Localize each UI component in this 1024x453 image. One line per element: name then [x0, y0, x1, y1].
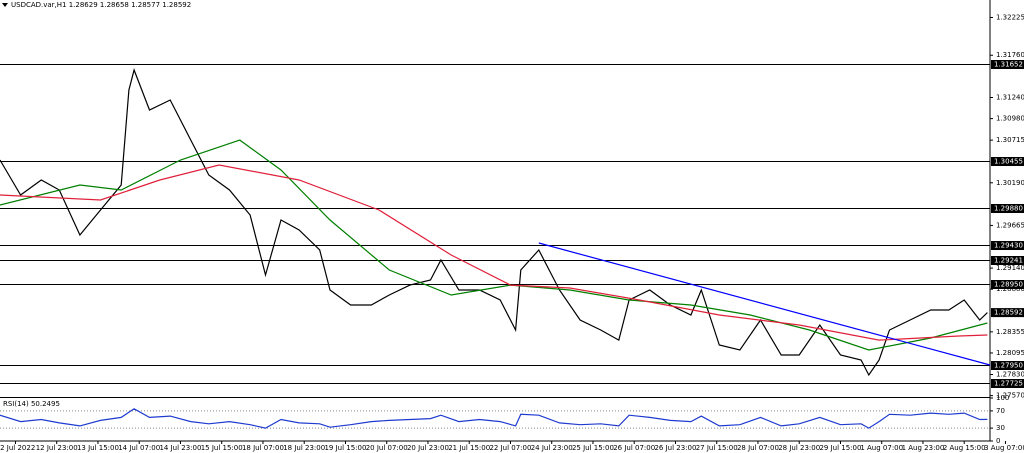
y-tick-label: 1.30190	[996, 179, 1024, 187]
rsi-title: RSI(14) 50.2495	[3, 400, 60, 408]
x-tick-label: 13 Jul 15:00	[77, 444, 119, 452]
y-tick-label: 1.27570	[996, 392, 1024, 400]
y-tick-label: 1.30980	[996, 115, 1024, 123]
level-tag	[991, 379, 1024, 388]
x-tick-label: 26 Jul 07:00	[613, 444, 655, 452]
series-line	[0, 408, 988, 429]
x-tick-label: 27 Jul 15:00	[696, 444, 738, 452]
level-tag	[991, 204, 1024, 213]
x-tick-label: 20 Jul 07:00	[366, 444, 408, 452]
level-tag	[991, 241, 1024, 250]
level-tag	[991, 157, 1024, 166]
level-label: 1.30455	[994, 158, 1023, 166]
series-line	[0, 139, 988, 351]
menu-arrow	[2, 3, 8, 7]
series-line	[0, 68, 988, 377]
y-tick-label: 1.28355	[996, 328, 1024, 336]
y-tick-label: 0	[996, 437, 1000, 445]
y-tick-label: 1.30715	[996, 136, 1024, 144]
x-tick-label: 29 Jul 15:00	[819, 444, 861, 452]
x-tick-label: 28 Jul 23:00	[778, 444, 820, 452]
level-tag	[991, 60, 1024, 69]
y-tick-label: 30	[996, 424, 1005, 432]
x-tick-label: 18 Jul 23:00	[283, 444, 325, 452]
y-tick-label: 1.28095	[996, 349, 1024, 357]
y-tick-label: 1.31240	[996, 93, 1024, 101]
level-tag	[991, 256, 1024, 265]
x-tick-label: 24 Jul 23:00	[531, 444, 573, 452]
series-line	[0, 164, 988, 341]
x-tick-label: 12 Jul 2022	[0, 444, 35, 452]
x-tick-label: 25 Jul 15:00	[572, 444, 614, 452]
x-tick-label: 14 Jul 07:00	[118, 444, 160, 452]
last-price-tag	[991, 308, 1024, 318]
level-label: 1.31652	[994, 61, 1023, 69]
level-label: 1.27950	[994, 362, 1023, 370]
x-tick-label: 19 Jul 15:00	[324, 444, 366, 452]
y-tick-label: 1.31760	[996, 51, 1024, 59]
level-label: 1.29880	[994, 205, 1023, 213]
x-tick-label: 26 Jul 23:00	[654, 444, 696, 452]
y-tick-label: 1.27830	[996, 370, 1024, 378]
y-tick-label: 1.32225	[996, 13, 1024, 21]
level-label: 1.29241	[994, 257, 1023, 265]
x-tick-label: 3 Aug 07:00	[984, 444, 1024, 452]
level-label: 1.29430	[994, 242, 1023, 250]
last-price-label: 1.28592	[994, 309, 1023, 317]
level-tag	[991, 361, 1024, 370]
x-tick-label: 18 Jul 07:00	[242, 444, 284, 452]
x-tick-label: 20 Jul 23:00	[407, 444, 449, 452]
x-tick-label: 1 Aug 23:00	[902, 444, 945, 452]
y-tick-label: 1.28880	[996, 285, 1024, 293]
x-tick-label: 14 Jul 23:00	[159, 444, 201, 452]
x-tick-label: 15 Jul 15:00	[201, 444, 243, 452]
y-tick-label: 70	[996, 407, 1005, 415]
x-tick-label: 22 Jul 07:00	[489, 444, 531, 452]
x-tick-label: 12 Jul 23:00	[36, 444, 78, 452]
y-tick-label: 100	[996, 394, 1009, 402]
level-label: 1.28950	[994, 281, 1023, 289]
chart-title: USDCAD.var,H1 1.28629 1.28658 1.28577 1.…	[11, 1, 191, 9]
x-tick-label: 28 Jul 07:00	[737, 444, 779, 452]
x-tick-label: 21 Jul 15:00	[448, 444, 490, 452]
level-label: 1.27725	[994, 380, 1023, 388]
series-line	[538, 242, 991, 366]
y-tick-label: 1.29665	[996, 221, 1024, 229]
x-tick-label: 2 Aug 15:00	[943, 444, 986, 452]
level-tag	[991, 280, 1024, 289]
x-tick-label: 1 Aug 07:00	[860, 444, 903, 452]
y-tick-label: 1.29140	[996, 264, 1024, 272]
